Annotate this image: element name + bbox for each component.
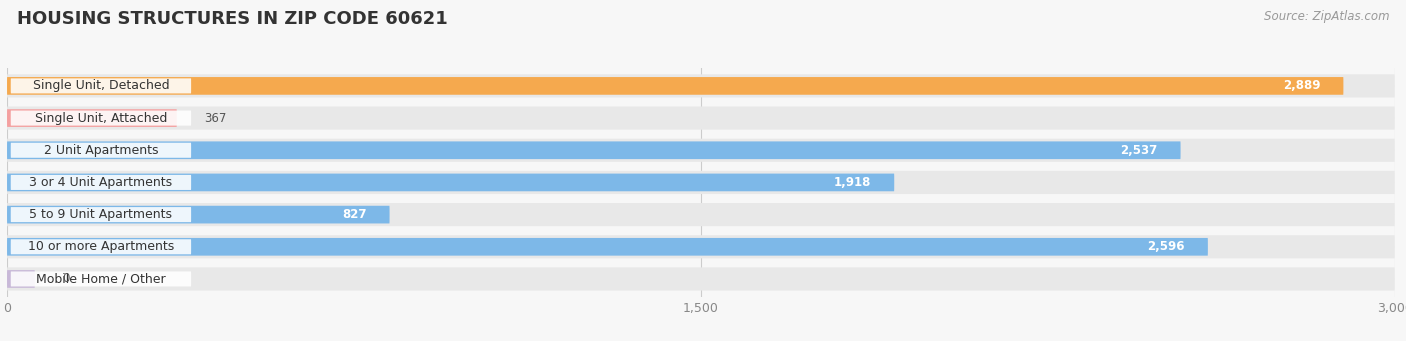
Text: 1,918: 1,918 (834, 176, 872, 189)
FancyBboxPatch shape (11, 110, 191, 125)
FancyBboxPatch shape (7, 77, 1343, 95)
FancyBboxPatch shape (7, 267, 1395, 291)
Text: 10 or more Apartments: 10 or more Apartments (28, 240, 174, 253)
Text: 367: 367 (204, 112, 226, 124)
Text: HOUSING STRUCTURES IN ZIP CODE 60621: HOUSING STRUCTURES IN ZIP CODE 60621 (17, 10, 447, 28)
FancyBboxPatch shape (7, 238, 1208, 256)
FancyBboxPatch shape (7, 109, 177, 127)
Text: 2 Unit Apartments: 2 Unit Apartments (44, 144, 159, 157)
FancyBboxPatch shape (11, 271, 191, 286)
Text: 5 to 9 Unit Apartments: 5 to 9 Unit Apartments (30, 208, 173, 221)
Text: Single Unit, Attached: Single Unit, Attached (35, 112, 167, 124)
Text: Mobile Home / Other: Mobile Home / Other (37, 272, 166, 285)
FancyBboxPatch shape (7, 74, 1395, 98)
Text: 2,537: 2,537 (1121, 144, 1157, 157)
FancyBboxPatch shape (7, 206, 389, 223)
FancyBboxPatch shape (11, 143, 191, 158)
FancyBboxPatch shape (7, 203, 1395, 226)
FancyBboxPatch shape (7, 139, 1395, 162)
Text: 2,596: 2,596 (1147, 240, 1185, 253)
FancyBboxPatch shape (7, 142, 1181, 159)
FancyBboxPatch shape (11, 175, 191, 190)
Text: Single Unit, Detached: Single Unit, Detached (32, 79, 169, 92)
FancyBboxPatch shape (7, 174, 894, 191)
FancyBboxPatch shape (11, 78, 191, 93)
FancyBboxPatch shape (7, 106, 1395, 130)
Text: 827: 827 (342, 208, 367, 221)
FancyBboxPatch shape (7, 171, 1395, 194)
Text: Source: ZipAtlas.com: Source: ZipAtlas.com (1264, 10, 1389, 23)
FancyBboxPatch shape (7, 270, 35, 288)
Text: 2,889: 2,889 (1282, 79, 1320, 92)
FancyBboxPatch shape (11, 207, 191, 222)
Text: 3 or 4 Unit Apartments: 3 or 4 Unit Apartments (30, 176, 173, 189)
Text: 0: 0 (62, 272, 70, 285)
FancyBboxPatch shape (11, 239, 191, 254)
FancyBboxPatch shape (7, 235, 1395, 258)
